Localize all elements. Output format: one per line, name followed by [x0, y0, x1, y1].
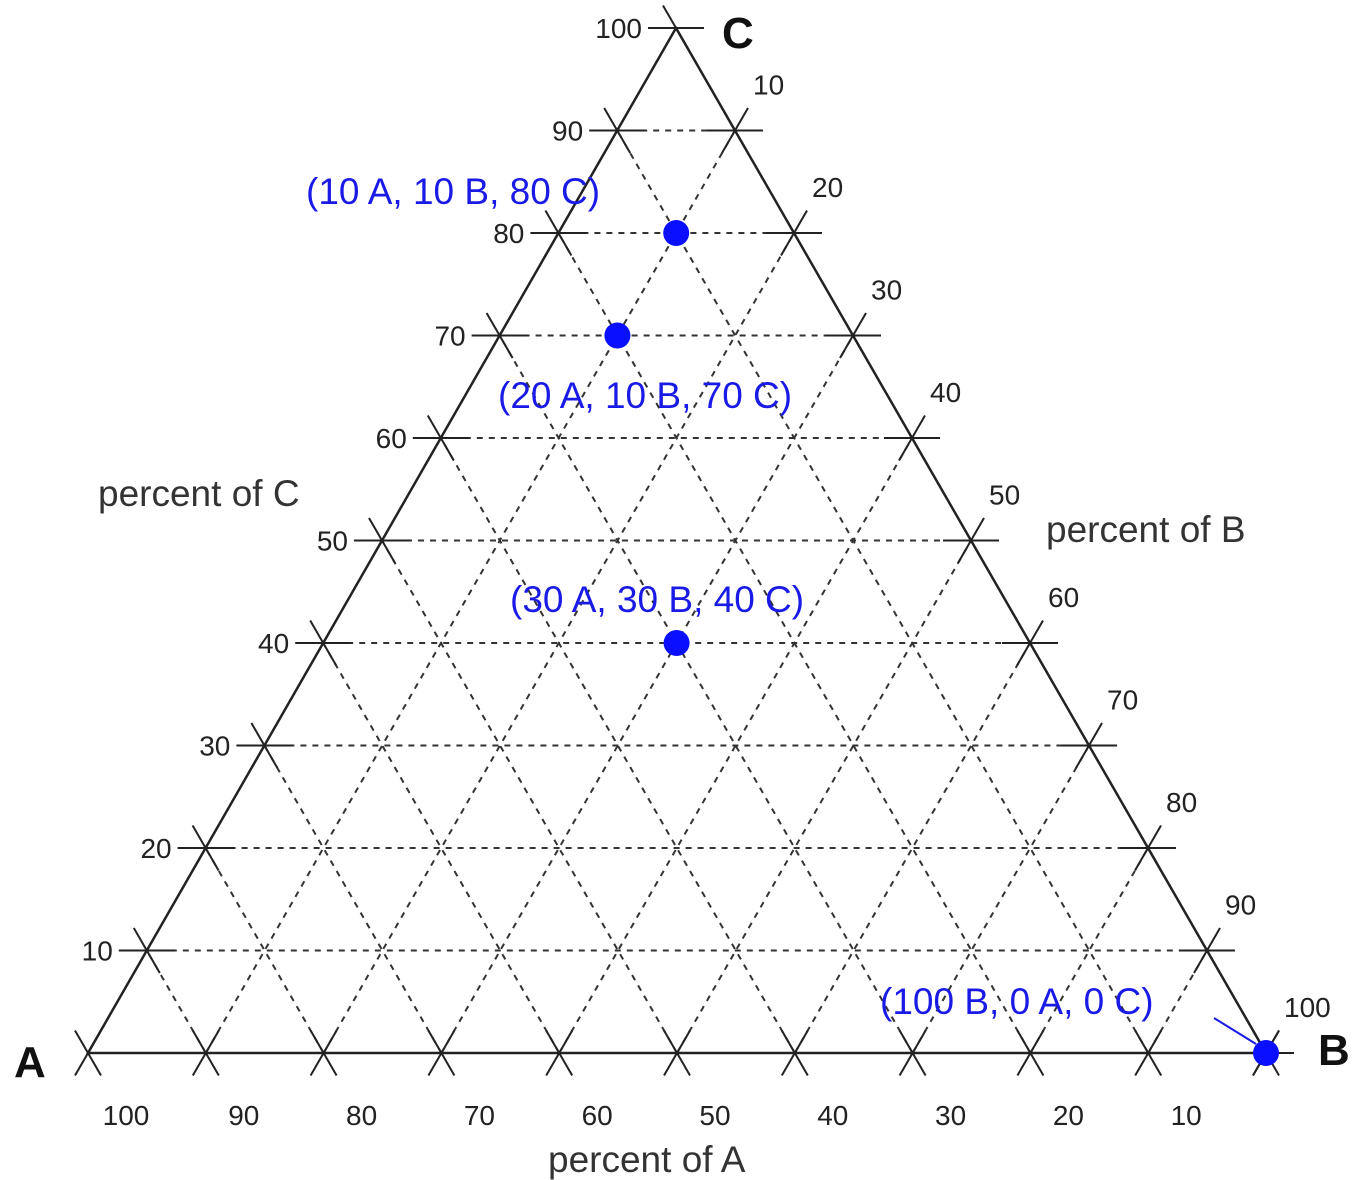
tick-label-a-60: 60: [582, 1100, 613, 1131]
tick-c-70-d: [485, 312, 514, 359]
data-point-1: [663, 220, 690, 246]
tick-label-a-10: 10: [1171, 1100, 1202, 1131]
tick-label-c-100: 100: [595, 13, 642, 44]
tick-label-b-60: 60: [1048, 582, 1079, 613]
grid-line-b-30: [440, 335, 854, 1054]
tick-a-100-2: [74, 1029, 102, 1077]
axis-label-b: percent of B: [1046, 509, 1246, 550]
tick-c-10-d: [132, 927, 161, 974]
axis-label-c: percent of C: [98, 473, 300, 514]
tick-c-30-d: [250, 722, 279, 769]
tick-label-c-30: 30: [199, 731, 230, 762]
tick-a-90-2: [191, 1029, 220, 1077]
tick-label-a-50: 50: [699, 1100, 730, 1131]
grid-line-b-50: [676, 540, 972, 1054]
tick-label-c-70: 70: [434, 321, 465, 352]
tick-labels: 10 20 30 40 50 60 70 80 90 100 10 20 30 40 50 60 70 80 90 1…: [82, 13, 1331, 1131]
axis-label-a: percent of A: [548, 1139, 746, 1180]
tick-label-a-90: 90: [228, 1100, 259, 1131]
grid-line-a-40: [439, 437, 796, 1054]
tick-c-80-d: [544, 209, 573, 257]
tick-label-b-10: 10: [753, 70, 784, 101]
grid-line-a-70: [263, 745, 443, 1054]
data-point-3: [663, 630, 690, 656]
tick-b-30-d: [839, 312, 867, 359]
tick-label-b-50: 50: [989, 480, 1020, 511]
tick-a-80-2: [309, 1029, 338, 1077]
tick-label-a-80: 80: [346, 1100, 377, 1131]
tick-label-a-30: 30: [935, 1100, 966, 1131]
vertex-label-b: B: [1318, 1026, 1350, 1075]
point-label-20a-10b-70c: (20 A, 10 B, 70 C): [498, 375, 792, 416]
tick-label-c-60: 60: [376, 423, 407, 454]
tick-label-b-30: 30: [871, 275, 902, 306]
grid-line-a-10: [616, 130, 1150, 1054]
tick-a-70-2: [427, 1029, 456, 1077]
tick-label-b-90: 90: [1225, 890, 1256, 921]
vertex-label-a: A: [14, 1038, 46, 1087]
grid-line-a-50: [381, 540, 678, 1054]
tick-marks: [74, 4, 1294, 1077]
data-point-4: [1253, 1040, 1279, 1066]
point-label-100b-0a-0c: (100 B, 0 A, 0 C): [880, 981, 1154, 1022]
data-points: [604, 220, 1279, 1066]
tick-label-c-40: 40: [258, 628, 289, 659]
tick-label-c-50: 50: [317, 526, 348, 557]
tick-label-c-80: 80: [493, 218, 524, 249]
tick-c-20-d: [191, 824, 220, 872]
tick-label-b-40: 40: [930, 377, 961, 408]
tick-c-100-d: [662, 4, 690, 52]
tick-b-70-d: [1075, 722, 1103, 769]
tick-a-60-2: [545, 1029, 574, 1077]
tick-label-c-10: 10: [82, 936, 113, 967]
tick-c-50-d: [368, 517, 396, 564]
data-point-2: [604, 322, 631, 349]
tick-c-60-d: [426, 414, 455, 462]
vertex-label-c: C: [722, 9, 754, 58]
tick-b-60-d: [1016, 619, 1044, 667]
tick-label-c-20: 20: [140, 833, 171, 864]
tick-label-b-100: 100: [1284, 992, 1331, 1023]
grid-line-a-30: [498, 335, 914, 1054]
tick-a-20-2: [1016, 1029, 1045, 1077]
tick-c-40-d: [309, 619, 338, 667]
tick-label-b-70: 70: [1107, 685, 1138, 716]
tick-b-80-d: [1134, 824, 1162, 872]
tick-label-c-90: 90: [552, 116, 583, 147]
point-label-10a-10b-80c: (10 A, 10 B, 80 C): [306, 171, 600, 212]
tick-b-20-d: [780, 209, 808, 257]
grid-line-b-80: [1029, 847, 1149, 1054]
tick-c-90-d: [603, 107, 632, 154]
tick-b-40-d: [898, 414, 926, 462]
tick-a-10-2: [1134, 1029, 1163, 1077]
tick-label-a-70: 70: [464, 1100, 495, 1131]
tick-label-b-80: 80: [1166, 787, 1197, 818]
tick-label-a-100: 100: [103, 1100, 150, 1131]
tick-b-10-d: [721, 107, 749, 154]
grid-lines: [145, 129, 1208, 1054]
grid-line-a-80: [204, 847, 325, 1054]
grid-line-b-10: [204, 130, 736, 1054]
tick-label-b-20: 20: [812, 172, 843, 203]
tick-b-50-d: [957, 517, 985, 564]
tick-b-90-d: [1193, 927, 1221, 974]
tick-label-a-40: 40: [817, 1100, 848, 1131]
tick-a-40-2: [780, 1029, 809, 1077]
point-label-30a-30b-40c: (30 A, 30 B, 40 C): [510, 579, 804, 620]
leader-line-100b: [1213, 1017, 1257, 1045]
tick-a-50-2: [663, 1029, 691, 1077]
tick-label-a-20: 20: [1053, 1100, 1084, 1131]
tick-a-30-2: [898, 1029, 927, 1077]
